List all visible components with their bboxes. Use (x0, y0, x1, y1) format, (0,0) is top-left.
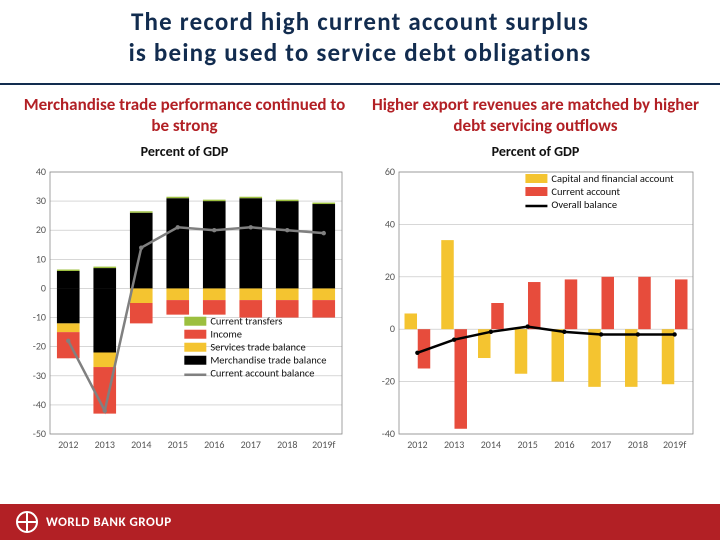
svg-text:-20: -20 (33, 339, 46, 352)
svg-text:10: 10 (36, 252, 46, 265)
svg-text:30: 30 (36, 194, 46, 207)
svg-text:Merchandise trade balance: Merchandise trade balance (210, 353, 326, 366)
svg-text:Services trade balance: Services trade balance (210, 340, 305, 353)
svg-text:2016: 2016 (554, 438, 574, 451)
svg-text:-40: -40 (382, 427, 395, 440)
world-bank-logo: WORLD BANK GROUP (16, 511, 172, 533)
svg-text:2013: 2013 (444, 438, 464, 451)
svg-text:2019f: 2019f (663, 438, 686, 451)
svg-text:-50: -50 (33, 427, 46, 440)
svg-text:2018: 2018 (628, 438, 648, 451)
left-chart: -50 -40 -30 -20 -10 0 10 20 30 40 2012 2013 2014 2015… (18, 166, 351, 456)
svg-text:2015: 2015 (168, 438, 188, 451)
left-panel: Merchandise trade performance continued … (18, 95, 351, 456)
svg-text:2017: 2017 (241, 438, 261, 451)
svg-text:60: 60 (385, 166, 395, 178)
svg-text:2019f: 2019f (312, 438, 335, 451)
svg-text:-30: -30 (33, 368, 46, 381)
svg-text:-10: -10 (33, 310, 46, 323)
chart-panels: Merchandise trade performance continued … (0, 95, 720, 456)
svg-text:2017: 2017 (591, 438, 611, 451)
svg-text:2018: 2018 (277, 438, 297, 451)
svg-text:-40: -40 (33, 397, 46, 410)
right-chart-subtitle: Percent of GDP (492, 143, 580, 160)
title-line-1: The record high current account surplus (131, 6, 589, 37)
globe-icon (16, 511, 38, 533)
right-chart-title: Higher export revenues are matched by hi… (369, 95, 702, 137)
svg-text:0: 0 (390, 322, 395, 335)
footer-text: WORLD BANK GROUP (46, 515, 172, 530)
left-chart-subtitle: Percent of GDP (141, 143, 229, 160)
page-title: The record high current account surplus … (0, 0, 720, 85)
svg-text:2012: 2012 (407, 438, 427, 451)
right-chart-svg: -40 -20 0 20 40 60 2012 2013 2014 2015 2016 2017 201… (369, 166, 699, 456)
svg-text:2014: 2014 (131, 438, 151, 451)
svg-text:0: 0 (41, 281, 46, 294)
right-panel: Higher export revenues are matched by hi… (369, 95, 702, 456)
svg-text:Current account balance: Current account balance (210, 366, 314, 379)
svg-text:40: 40 (36, 166, 46, 178)
svg-text:20: 20 (36, 223, 46, 236)
svg-text:2012: 2012 (58, 438, 78, 451)
svg-text:Income: Income (210, 327, 242, 340)
right-chart: -40 -20 0 20 40 60 2012 2013 2014 2015 2016 2017 201… (369, 166, 702, 456)
footer-bar: WORLD BANK GROUP (0, 504, 720, 540)
title-line-2: is being used to service debt obligation… (129, 37, 592, 68)
svg-text:40: 40 (385, 217, 395, 230)
svg-text:2015: 2015 (517, 438, 537, 451)
svg-text:Overall balance: Overall balance (551, 198, 617, 211)
svg-text:2014: 2014 (481, 438, 501, 451)
svg-text:2016: 2016 (204, 438, 224, 451)
svg-text:Current account: Current account (551, 185, 620, 198)
svg-text:Capital and financial account: Capital and financial account (551, 172, 674, 185)
svg-text:-20: -20 (382, 374, 395, 387)
svg-text:Current transfers: Current transfers (210, 314, 282, 327)
svg-text:2013: 2013 (95, 438, 115, 451)
svg-text:20: 20 (385, 269, 395, 282)
left-chart-svg: -50 -40 -30 -20 -10 0 10 20 30 40 2012 2013 2014 2015… (18, 166, 348, 456)
left-chart-title: Merchandise trade performance continued … (18, 95, 351, 137)
